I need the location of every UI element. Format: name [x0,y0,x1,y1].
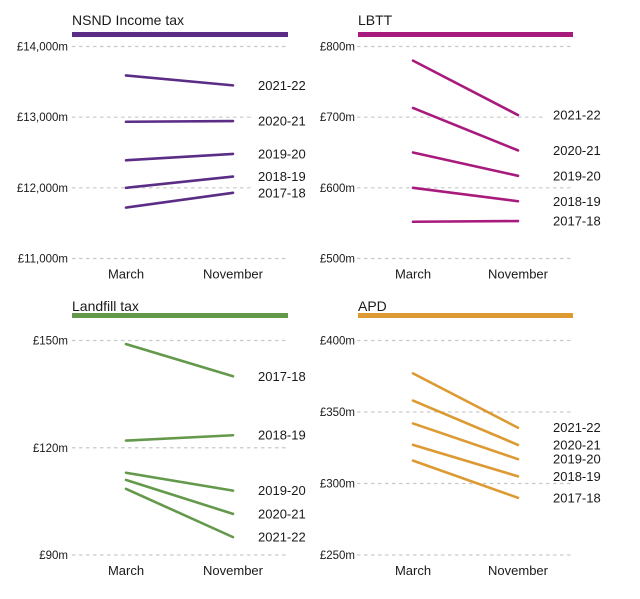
chart-title: LBTT [358,12,393,28]
series-line-2019-20 [124,471,235,492]
y-tick-label: £800m [320,42,355,54]
series-line-2021-22 [411,59,520,117]
series-line-2019-20 [411,422,520,461]
series-line-2021-22 [124,74,235,87]
series-label: 2018-19 [553,194,601,209]
x-tick-label: November [488,267,549,282]
series-label: 2017-18 [553,214,601,229]
x-tick-label: November [203,563,264,578]
series-line-2019-20 [124,152,235,162]
series-label: 2017-18 [258,185,306,200]
x-tick-label: November [488,563,549,578]
series-label: 2020-21 [553,437,601,452]
series-line-2018-19 [124,433,235,442]
chart-panel-lbtt: £800m £700m £600m £500m LBTT March November 202… [320,12,601,282]
x-tick-label: March [108,267,144,282]
chart-title: APD [358,298,387,314]
series-label: 2021-22 [258,78,306,93]
series-label: 2019-20 [258,483,306,498]
series-line-2017-18 [124,342,235,378]
y-tick-label: £700m [320,112,355,124]
series-label: 2018-19 [553,469,601,484]
chart-panel-landfill-tax: £150m £120m £90m Landfill tax March November 2… [33,298,306,578]
y-tick-label: £350m [320,407,355,419]
series-line-2021-22 [411,372,520,430]
chart-title: Landfill tax [72,298,139,314]
series-line-2019-20 [411,151,520,178]
series-line-2017-18 [411,219,520,224]
y-tick-label: £90m [39,550,68,562]
series-line-2020-21 [124,478,235,516]
chart-title: NSND Income tax [72,12,184,28]
series-label: 2021-22 [258,530,306,545]
series-label: 2020-21 [258,114,306,129]
series-label: 2020-21 [258,506,306,521]
series-line-2020-21 [124,119,235,124]
y-tick-label: £500m [320,254,355,266]
chart-title-underline [72,32,288,37]
series-line-2018-19 [411,443,520,478]
series-line-2017-18 [411,459,520,500]
series-label: 2021-22 [553,108,601,123]
series-label: 2020-21 [553,143,601,158]
series-line-2017-18 [124,191,235,209]
x-tick-label: March [395,563,431,578]
chart-title-underline [72,313,288,318]
chart-title-underline [358,313,573,318]
y-tick-label: £150m [33,336,68,348]
series-label: 2021-22 [553,420,601,435]
series-label: 2017-18 [258,369,306,384]
series-label: 2017-18 [553,490,601,505]
series-label: 2018-19 [258,428,306,443]
series-line-2018-19 [124,175,235,190]
series-line-2018-19 [411,186,520,203]
series-label: 2018-19 [258,169,306,184]
series-line-2020-21 [411,399,520,447]
x-tick-label: March [108,563,144,578]
y-tick-label: £300m [320,479,355,491]
chart-title-underline [358,32,573,37]
y-tick-label: £14,000m [17,42,68,54]
y-tick-label: £600m [320,183,355,195]
y-tick-label: £13,000m [17,112,68,124]
y-tick-label: £120m [33,443,68,455]
x-tick-label: March [395,267,431,282]
series-label: 2019-20 [258,146,306,161]
y-tick-label: £12,000m [17,183,68,195]
x-tick-label: November [203,267,264,282]
series-label: 2019-20 [553,452,601,467]
y-tick-label: £400m [320,336,355,348]
series-line-2021-22 [124,487,235,539]
y-tick-label: £250m [320,550,355,562]
series-label: 2019-20 [553,168,601,183]
chart-panel-apd: £400m £350m £300m £250m APD March November 2021… [320,298,601,578]
chart-panel-nsnd-income-tax: £14,000m £13,000m £12,000m £11,000m NSND Inc… [17,12,306,282]
series-line-2020-21 [411,106,520,152]
y-tick-label: £11,000m [18,254,68,266]
